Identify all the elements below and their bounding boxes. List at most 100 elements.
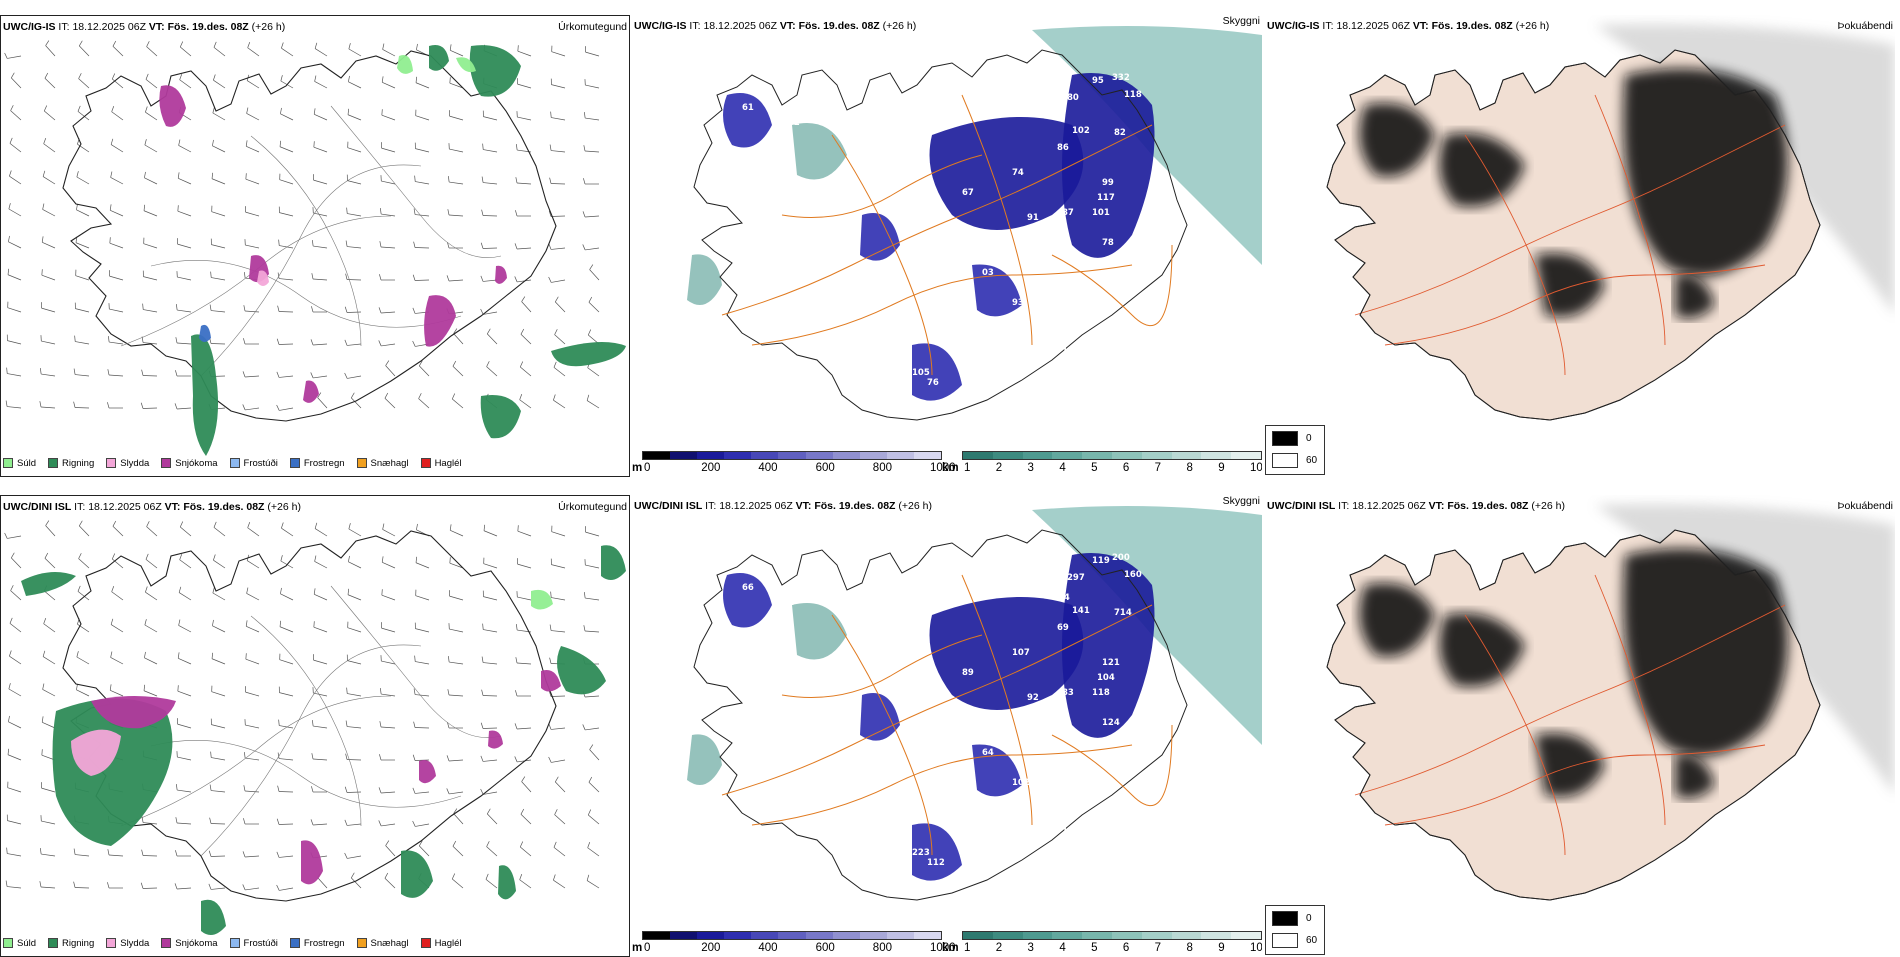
visibility-tick: 7 [1155,462,1161,474]
legend-swatch [48,938,58,948]
cloud-area [723,573,772,628]
wind-barb-flag [588,810,590,815]
wind-barb [521,334,531,344]
visibility-tick: 6 [1123,942,1129,954]
legend-swatch [106,938,116,948]
fog-key-row: 0 [1272,911,1312,926]
wind-barb [247,593,259,600]
wind-barb [449,662,463,664]
wind-barb-flag [515,756,517,762]
wind-barb [248,528,259,536]
road-line [752,265,1132,345]
wind-barb [109,375,123,376]
cloudbase-tick: 0 [644,942,650,954]
colorbar-segment [1112,932,1142,939]
wind-barb [42,275,55,280]
cloud-area [687,734,722,785]
wind-barb-flag [74,369,75,375]
wind-barb [518,84,531,88]
wind-barb [551,151,565,152]
fog-key-swatch [1272,453,1298,468]
legend-label: Slydda [120,938,149,949]
wind-barb-flag [414,689,415,695]
wind-barb [552,52,565,56]
wind-barb [280,147,293,152]
visibility-tick: 10 [1250,462,1262,474]
wind-barb [145,145,157,152]
wind-barb [555,335,565,344]
wind-barb-flag [146,74,148,80]
wind-barb [419,846,429,856]
cloud-base-value: 185 [1062,826,1080,836]
wind-barb [7,536,21,538]
cloud-base-value: 66 [917,403,929,413]
wind-barb [178,691,191,696]
wind-barb [522,302,531,312]
wind-barbs [5,41,599,411]
wind-barb-flag [550,658,551,664]
wind-barb-flag [108,849,109,855]
wind-barb-flag [180,74,182,80]
wind-barb-flag [345,373,348,378]
wind-barb [279,856,293,857]
cloud-base-value: 160 [1124,570,1142,580]
legend-item: Snæhagl [357,458,409,469]
legend-label: Snæhagl [371,458,409,469]
wind-barb [520,367,531,376]
wind-barb [588,368,599,376]
wind-barb-flag [413,755,415,761]
wind-barb-flag [516,177,517,183]
wind-barb [41,887,55,888]
cloudbase-tick: 800 [873,462,892,474]
colorbar-segment [963,452,993,459]
wind-barb-flag [380,721,381,727]
wind-barb [520,880,531,888]
wind-barb-flag [280,588,281,594]
colorbar-segment [1201,932,1231,939]
cloud-base-value: 70 [1137,263,1149,273]
wind-barb-flag [589,777,592,782]
cloud-base-value: 83 [1062,688,1074,698]
wind-barb [347,214,361,216]
precip-area [429,45,449,71]
wind-barb-flag [144,172,145,178]
wind-barb [76,210,89,216]
cloud-base-value: 104 [1052,593,1070,603]
wind-barb [279,376,293,377]
cloudbase-unit: m [632,942,642,954]
wind-barb-flag [145,619,147,625]
visibility-tick: 6 [1123,462,1129,474]
wind-barb-flag [74,402,75,408]
wind-barb-flag [551,112,552,118]
wind-barb [381,694,395,696]
colorbar-segment [993,932,1023,939]
wind-barb [281,528,293,536]
wind-barb [110,276,123,280]
wind-barb [280,114,293,120]
cloud-base-value: 99 [1102,178,1114,188]
wind-barb-flag [447,788,449,794]
wind-barb [585,728,599,730]
legend-item: Súld [3,458,36,469]
wind-barb [44,624,55,632]
wind-barb [145,592,157,600]
wind-barb [450,116,463,120]
wind-barb-flag [176,304,177,310]
wind-barb-flag [209,884,211,890]
wind-barb-flag [11,553,14,558]
wind-barb-flag [281,555,283,561]
wind-barb-flag [42,236,43,242]
precip-area [551,342,626,366]
wind-barb [381,792,395,793]
wind-barb-flag [40,881,41,887]
wind-barb [382,595,395,600]
wind-barb-flag [43,171,45,177]
wind-barb [245,791,259,792]
wind-barb [110,690,123,696]
precip-area [424,295,456,346]
colorbar-segment [806,932,833,939]
road-line [251,136,361,346]
wind-barb-flag [550,178,551,184]
wind-barb-flag [587,875,589,881]
wind-barb-flag [345,853,348,858]
